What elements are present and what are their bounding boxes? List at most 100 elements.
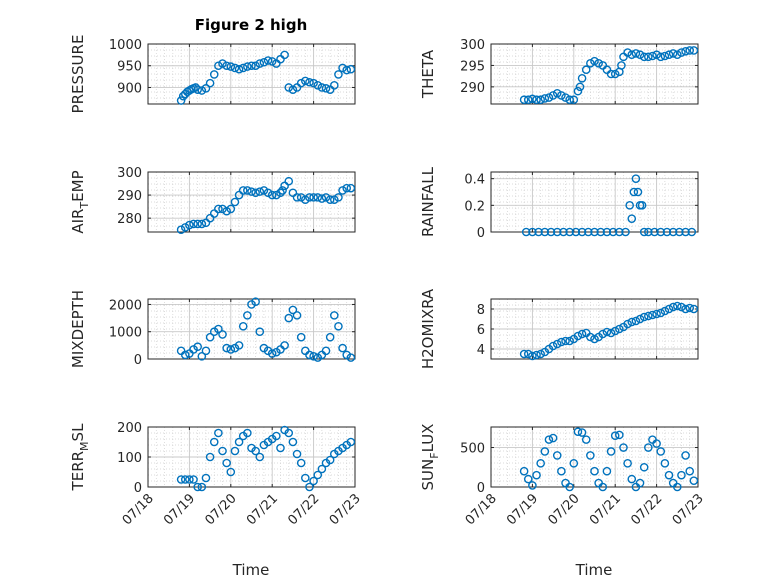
data-point	[552, 227, 562, 237]
data-point	[251, 446, 260, 456]
data-point	[544, 435, 554, 444]
data-point	[565, 336, 574, 346]
x-tick-label: 07/23	[327, 491, 364, 528]
data-point	[296, 78, 306, 88]
y-axis-label-h2omixra: H2OMIXRA	[419, 288, 437, 369]
data-point	[673, 482, 682, 492]
data-point	[214, 428, 223, 438]
data-point	[309, 351, 318, 361]
data-point	[523, 474, 533, 484]
data-point	[226, 62, 236, 71]
data-point	[189, 219, 198, 229]
data-point	[681, 451, 690, 460]
data-point	[251, 188, 260, 198]
data-point	[288, 437, 298, 447]
data-point	[238, 186, 248, 195]
axes-box-air-temp	[147, 171, 356, 233]
data-point	[687, 227, 697, 237]
y-tick-label: 0	[134, 481, 142, 496]
data-point	[625, 201, 634, 210]
data-point	[259, 57, 269, 67]
data-point	[660, 51, 670, 61]
data-point	[218, 204, 227, 214]
data-point	[689, 476, 699, 485]
data-point	[222, 458, 231, 468]
panel-h2omixra: 8 6 4 H2OMIXRA	[419, 288, 699, 369]
figure-title: Figure 2 high	[195, 16, 308, 34]
data-point	[222, 206, 231, 216]
data-point	[288, 305, 298, 315]
panel-pressure: 1000 950 900 PRESSURE	[69, 35, 356, 114]
data-point	[575, 82, 585, 92]
data-point	[243, 428, 252, 438]
y-tick-label: 100	[117, 451, 142, 466]
y-tick-label: 0.4	[464, 173, 485, 188]
data-point	[677, 48, 686, 57]
data-point	[635, 50, 645, 60]
x-tick-label: 07/22	[285, 491, 322, 528]
y-tick-label: 280	[117, 212, 142, 227]
data-point	[197, 351, 207, 361]
y-tick-label: 2000	[109, 298, 142, 313]
axes-box-sun-flux	[490, 426, 699, 488]
data-point	[255, 59, 265, 68]
axes-box-pressure	[147, 43, 356, 105]
data-point	[305, 193, 314, 202]
data-point	[660, 306, 670, 316]
data-point	[238, 321, 248, 331]
y-tick-label: 300	[117, 166, 142, 181]
y-axis-label-pressure: PRESSURE	[69, 35, 87, 114]
data-point	[230, 446, 240, 456]
data-point	[321, 84, 331, 93]
x-tick-label: 07/21	[244, 491, 281, 528]
data-point	[656, 308, 666, 318]
data-point	[615, 324, 624, 334]
data-point	[230, 63, 240, 73]
data-point	[519, 466, 529, 476]
data-point	[321, 193, 331, 202]
data-point	[309, 476, 318, 486]
data-point	[673, 301, 682, 311]
data-point	[606, 69, 616, 79]
y-tick-label: 0	[477, 226, 485, 241]
data-point	[573, 86, 583, 96]
data-point	[243, 186, 252, 195]
data-point	[523, 349, 533, 359]
data-point	[631, 174, 641, 183]
data-point	[276, 188, 285, 198]
data-point	[276, 443, 285, 453]
data-point	[631, 316, 641, 326]
data-point	[664, 470, 674, 480]
data-point	[325, 455, 335, 465]
data-point	[317, 83, 327, 92]
data-point	[230, 197, 240, 207]
data-point	[523, 95, 533, 105]
data-point	[301, 473, 310, 483]
data-point	[590, 56, 599, 66]
data-point	[201, 346, 211, 356]
data-point	[552, 88, 562, 98]
data-point	[650, 227, 659, 237]
data-point	[615, 430, 624, 440]
data-point	[301, 195, 310, 204]
data-point	[234, 341, 244, 350]
data-point	[652, 439, 661, 448]
data-point	[334, 70, 343, 79]
data-point	[222, 61, 231, 71]
data-point	[639, 227, 649, 237]
data-point	[243, 311, 252, 320]
data-point	[639, 462, 649, 472]
data-point	[263, 56, 273, 65]
data-point	[561, 93, 570, 102]
data-point	[329, 311, 339, 320]
data-point	[577, 227, 587, 237]
panel-theta: 300 295 290 THETA	[419, 38, 699, 105]
data-point	[552, 451, 562, 460]
data-point	[234, 64, 244, 74]
data-point	[631, 49, 641, 58]
data-point	[193, 482, 202, 492]
data-point	[185, 475, 194, 484]
x-tick-label: 07/22	[628, 491, 665, 528]
data-point	[583, 227, 593, 237]
data-point	[284, 83, 294, 92]
